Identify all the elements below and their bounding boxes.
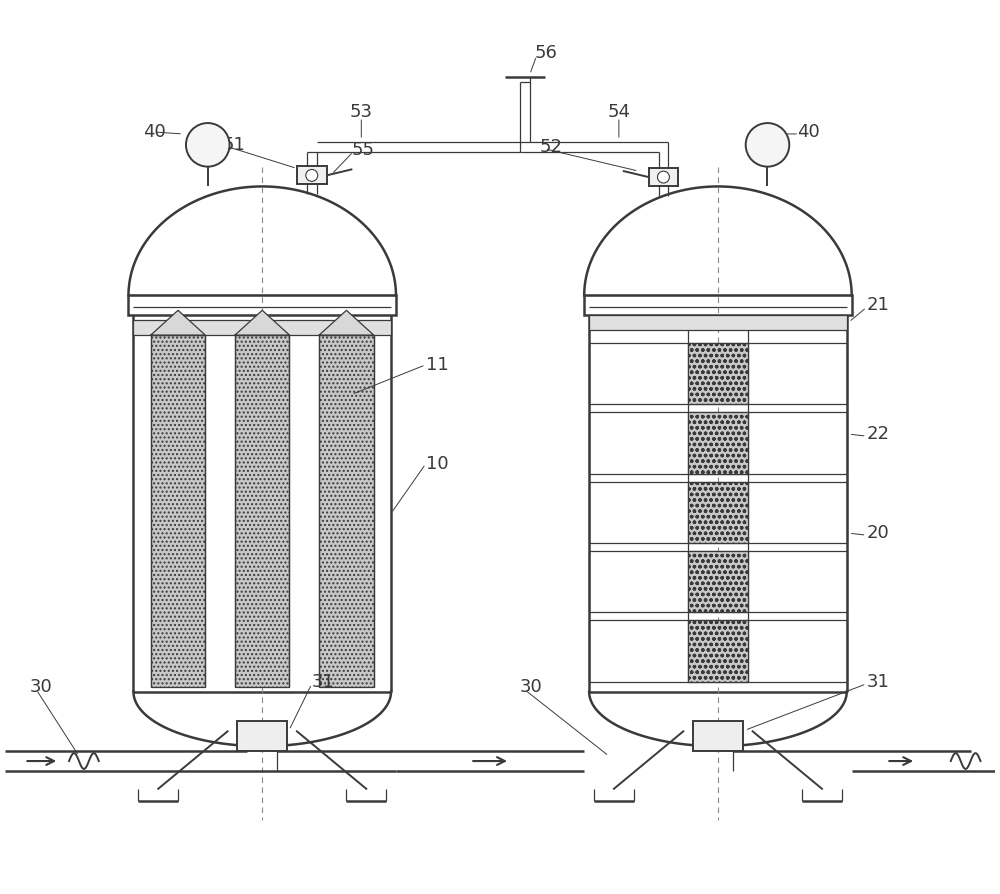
Bar (589, 551, 847, 612)
Circle shape (746, 123, 789, 166)
Text: 22: 22 (867, 426, 890, 443)
Bar (589, 482, 847, 543)
Text: 53: 53 (350, 103, 373, 122)
Bar (319, 335, 374, 687)
Bar (128, 295, 396, 316)
Bar (688, 620, 748, 682)
Bar (688, 343, 748, 404)
Circle shape (306, 170, 318, 181)
Bar (133, 320, 391, 335)
Polygon shape (319, 310, 374, 335)
Text: 40: 40 (143, 123, 166, 141)
Polygon shape (235, 310, 289, 335)
Text: 21: 21 (867, 296, 889, 315)
Circle shape (658, 171, 669, 183)
Bar (589, 316, 847, 330)
Bar (688, 551, 748, 612)
Bar (688, 412, 748, 474)
Text: 30: 30 (520, 678, 543, 696)
Bar (589, 620, 847, 682)
Bar (237, 721, 287, 751)
Text: 31: 31 (312, 673, 335, 691)
Text: 54: 54 (607, 103, 630, 122)
Bar (589, 412, 847, 474)
Bar (693, 721, 743, 751)
Bar (649, 168, 678, 186)
Circle shape (186, 123, 230, 166)
Text: 55: 55 (351, 140, 374, 158)
Bar (584, 295, 852, 316)
Text: 11: 11 (426, 356, 448, 374)
Bar (151, 335, 205, 687)
Text: 40: 40 (797, 123, 820, 141)
Bar (589, 343, 847, 404)
Text: 51: 51 (223, 136, 245, 154)
Bar (235, 335, 289, 687)
Text: 10: 10 (426, 455, 448, 473)
Polygon shape (151, 310, 205, 335)
Text: 31: 31 (867, 673, 889, 691)
Bar (297, 166, 327, 184)
Text: 20: 20 (867, 524, 889, 542)
Text: 30: 30 (29, 678, 52, 696)
Bar (688, 482, 748, 543)
Text: 52: 52 (540, 138, 563, 156)
Text: 56: 56 (535, 44, 558, 62)
